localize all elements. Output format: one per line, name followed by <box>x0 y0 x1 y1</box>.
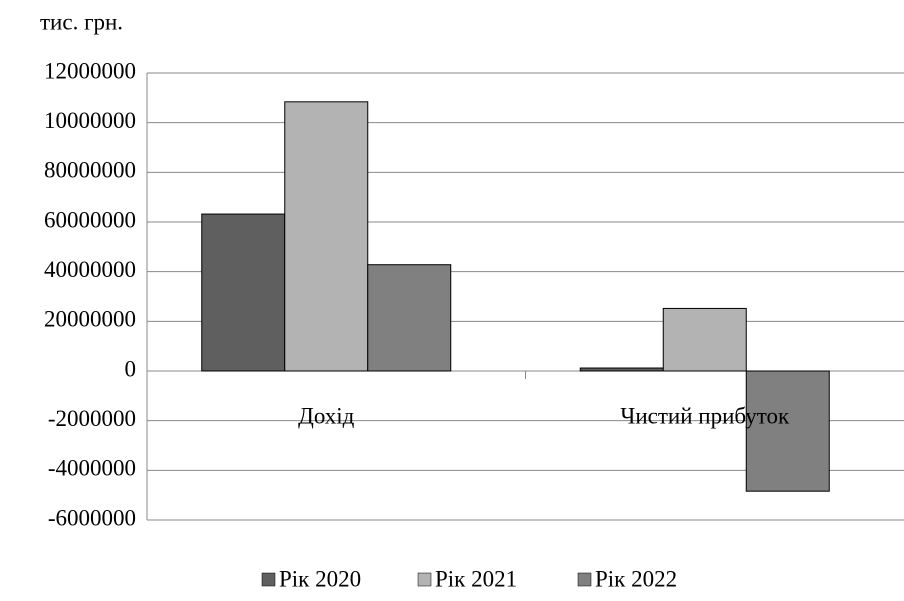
legend-label: Рік 2022 <box>595 566 677 591</box>
y-tick-label: 12000000 <box>44 58 136 83</box>
y-tick-label: 60000000 <box>44 207 136 232</box>
bar <box>745 370 830 492</box>
y-tick-label: -2000000 <box>48 406 136 431</box>
y-tick-label: 40000000 <box>44 257 136 282</box>
y-tick-label: 80000000 <box>44 158 136 183</box>
y-tick-label: -4000000 <box>48 456 136 481</box>
x-tick-label: Чистий прибуток <box>620 403 790 428</box>
legend-swatch <box>261 572 276 587</box>
bar <box>367 264 452 372</box>
legend-swatch <box>577 572 592 587</box>
y-axis-label: тис. грн. <box>40 9 123 34</box>
bar <box>284 101 369 372</box>
y-tick-label: -6000000 <box>48 505 136 530</box>
legend-swatch <box>417 572 432 587</box>
y-tick-label: 10000000 <box>44 108 136 133</box>
y-tick-label: 20000000 <box>44 307 136 332</box>
y-tick-label: 0 <box>125 356 137 381</box>
x-tick-label: Дохід <box>298 403 355 428</box>
bar <box>662 307 747 372</box>
legend-label: Рік 2020 <box>279 566 361 591</box>
bar <box>201 213 286 372</box>
bar <box>579 367 664 372</box>
legend-label: Рік 2021 <box>435 566 517 591</box>
